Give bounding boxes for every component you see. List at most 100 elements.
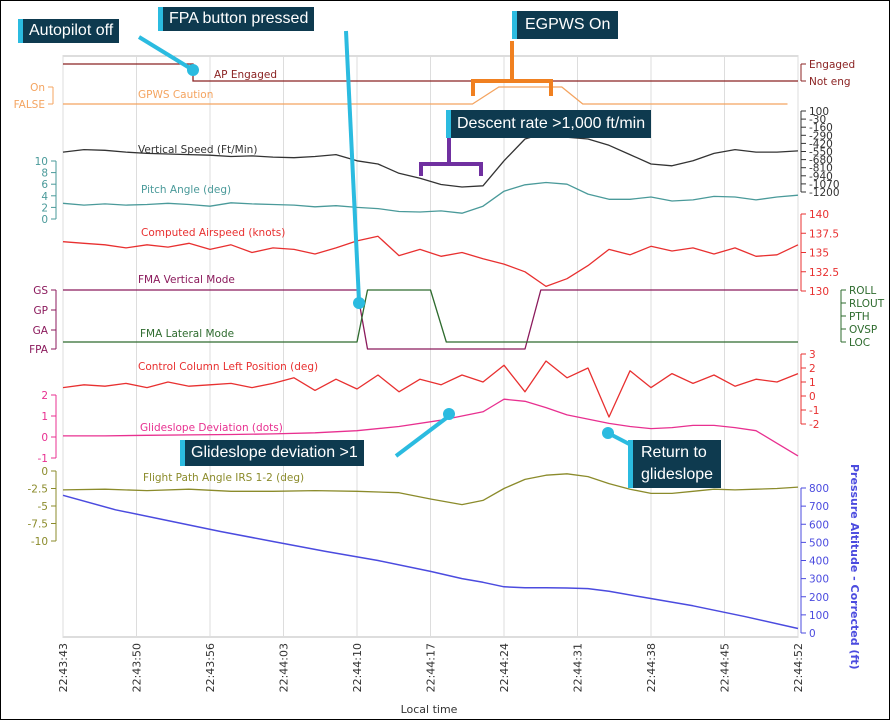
cas-tick-label: 132.5 bbox=[809, 267, 839, 279]
vs-tick-label: -160 bbox=[809, 122, 833, 134]
series-glideslope-deviation bbox=[63, 398, 799, 457]
x-tick-label: 22:44:52 bbox=[792, 643, 805, 692]
ccl-tick-label: -2 bbox=[809, 419, 819, 431]
ccl-tick-label: 2 bbox=[809, 363, 816, 375]
marker-return-gs bbox=[602, 427, 614, 439]
x-tick-label: 22:44:45 bbox=[719, 643, 732, 692]
vs-tick-label: -680 bbox=[809, 155, 833, 167]
alt-tick-label: 200 bbox=[809, 592, 829, 604]
gs-tick-label: 1 bbox=[41, 411, 48, 423]
ccl-tick-label: -1 bbox=[809, 405, 819, 417]
x-tick-label: 22:43:56 bbox=[204, 643, 217, 692]
series-pressure-altitude bbox=[62, 494, 799, 630]
vs-tick-label: -1070 bbox=[809, 179, 840, 191]
ccl-tick-label: 1 bbox=[809, 377, 816, 389]
callout-egpws-on: EGPWS On bbox=[512, 11, 619, 39]
gs-tick-label: 2 bbox=[41, 390, 48, 402]
callout-return-glideslope: Return to glideslope bbox=[628, 440, 722, 488]
alt-tick-label: 500 bbox=[809, 537, 829, 549]
callout-gs-deviation: Glideslope deviation >1 bbox=[180, 440, 364, 466]
marker-fpa-button bbox=[353, 297, 365, 309]
x-tick-label: 22:44:24 bbox=[498, 643, 511, 692]
alt-tick-label: 300 bbox=[809, 574, 829, 586]
gpws-tick-label: FALSE bbox=[14, 99, 45, 111]
x-tick-label: 22:44:31 bbox=[572, 643, 585, 692]
series-flight-path-angle bbox=[62, 473, 799, 506]
callout-fpa-button: FPA button pressed bbox=[158, 7, 315, 31]
vs-tick-label: -940 bbox=[809, 171, 833, 183]
bracket-egpws bbox=[471, 41, 553, 96]
alt-tick-label: 100 bbox=[809, 610, 829, 622]
fma-lateral-tick-label: PTH bbox=[849, 311, 870, 323]
label-control-column: Control Column Left Position (deg) bbox=[138, 361, 318, 373]
label-pitch-angle: Pitch Angle (deg) bbox=[141, 184, 231, 196]
x-tick-label: 22:43:50 bbox=[131, 643, 144, 692]
label-fma-vertical: FMA Vertical Mode bbox=[138, 274, 235, 286]
callout-return-line-2: glideslope bbox=[641, 466, 714, 483]
pitch-tick-label: 2 bbox=[41, 202, 48, 214]
cas-tick-label: 140 bbox=[809, 209, 829, 221]
fma-vertical-tick-label: FPA bbox=[29, 344, 49, 356]
label-pressure-altitude: Pressure Altitude - Corrected (ft) bbox=[848, 464, 861, 670]
vs-tick-label: -810 bbox=[809, 163, 833, 175]
label-flight-path-angle: Flight Path Angle IRS 1-2 (deg) bbox=[143, 472, 304, 484]
alt-tick-label: 0 bbox=[809, 628, 816, 640]
grid bbox=[62, 55, 799, 638]
vs-tick-label: -550 bbox=[809, 147, 833, 159]
fma-lateral-tick-label: OVSP bbox=[849, 324, 877, 336]
vs-tick-label: -30 bbox=[809, 114, 826, 126]
callout-return-line-1: Return to bbox=[641, 444, 707, 461]
pitch-tick-label: 10 bbox=[35, 156, 48, 168]
series-fma-lateral bbox=[63, 289, 798, 343]
leader-fpa-button bbox=[344, 30, 361, 302]
series-vertical-speed bbox=[62, 132, 799, 188]
fpa-tick-label: -7.5 bbox=[28, 519, 49, 531]
series-control-column bbox=[62, 360, 799, 418]
marker-gs-deviation bbox=[443, 408, 455, 420]
axes: 22:43:43 22:43:50 22:43:56 22:44:03 22:44:10… bbox=[14, 59, 885, 692]
marker-autopilot-off bbox=[187, 64, 199, 76]
cas-tick-label: 130 bbox=[809, 286, 829, 298]
alt-tick-label: 700 bbox=[809, 501, 829, 513]
alt-tick-label: 400 bbox=[809, 556, 829, 568]
fma-lateral-tick-label: ROLL bbox=[849, 285, 876, 297]
alt-tick-label: 800 bbox=[809, 483, 829, 495]
label-glideslope-deviation: Glideslope Deviation (dots) bbox=[140, 422, 283, 434]
cas-tick-label: 135 bbox=[809, 248, 829, 260]
fma-vertical-tick-label: GS bbox=[33, 285, 48, 297]
vs-tick-label: 100 bbox=[809, 106, 829, 118]
label-gpws-caution: GPWS Caution bbox=[138, 89, 213, 101]
fma-lateral-tick-label: RLOUT bbox=[849, 298, 885, 310]
fma-vertical-tick-label: GP bbox=[34, 305, 48, 317]
series-pitch-angle bbox=[62, 181, 799, 214]
x-tick-label: 22:44:10 bbox=[351, 643, 364, 692]
ccl-tick-label: 3 bbox=[809, 349, 816, 361]
alt-tick-label: 600 bbox=[809, 519, 829, 531]
label-vertical-speed: Vertical Speed (Ft/Min) bbox=[138, 144, 257, 156]
cas-tick-label: 137.5 bbox=[809, 228, 839, 240]
fpa-tick-label: -5 bbox=[38, 501, 48, 513]
x-tick-label: 22:44:03 bbox=[278, 643, 291, 692]
fpa-tick-label: 0 bbox=[41, 466, 48, 478]
label-fma-lateral: FMA Lateral Mode bbox=[140, 328, 234, 340]
x-tick-label: 22:43:43 bbox=[57, 643, 70, 692]
gpws-tick-label: On bbox=[30, 82, 45, 94]
x-tick-label: 22:44:17 bbox=[425, 643, 438, 692]
callout-descent-rate: Descent rate >1,000 ft/min bbox=[446, 110, 652, 138]
fma-lateral-tick-label: LOC bbox=[849, 337, 870, 349]
gs-tick-label: 0 bbox=[41, 432, 48, 444]
ap-tick-label: Not eng bbox=[809, 76, 851, 88]
ccl-tick-label: 0 bbox=[809, 391, 816, 403]
ap-tick-label: Engaged bbox=[809, 59, 855, 71]
pitch-tick-label: 0 bbox=[41, 214, 48, 226]
vs-tick-label: -290 bbox=[809, 130, 833, 142]
pitch-tick-label: 8 bbox=[41, 168, 48, 180]
gs-tick-label: -1 bbox=[38, 453, 48, 465]
vs-tick-label: -1200 bbox=[809, 187, 840, 199]
pitch-tick-label: 6 bbox=[41, 179, 48, 191]
label-ap-engaged: AP Engaged bbox=[214, 69, 277, 81]
x-axis-label: Local time bbox=[401, 703, 458, 716]
